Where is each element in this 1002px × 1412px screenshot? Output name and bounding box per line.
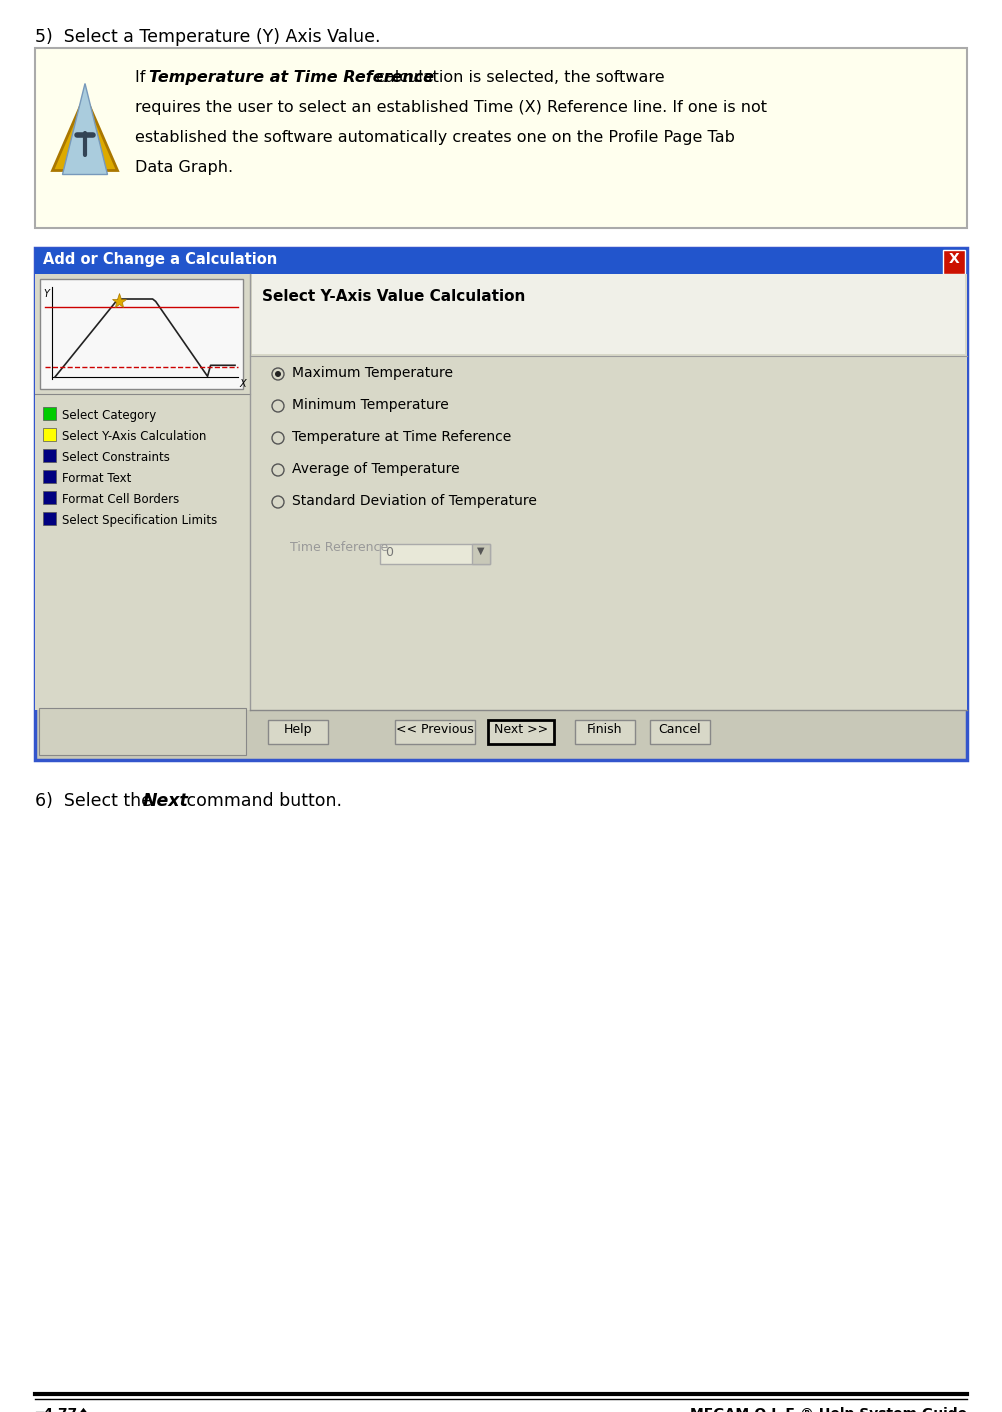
Bar [650,720,710,744]
Text: ╦4 77♦: ╦4 77♦ [35,1406,90,1412]
Circle shape [272,465,284,476]
Text: X: X [239,378,245,388]
Text: Time Reference: Time Reference [290,541,388,554]
Bar [943,250,965,274]
Text: Standard Deviation of Temperature: Standard Deviation of Temperature [292,494,537,508]
Bar [35,274,250,710]
Bar [250,274,967,710]
Text: Add or Change a Calculation: Add or Change a Calculation [43,251,278,267]
Text: Temperature at Time Reference: Temperature at Time Reference [292,431,511,443]
Text: 5)  Select a Temperature (Y) Axis Value.: 5) Select a Temperature (Y) Axis Value. [35,28,381,47]
Bar [43,428,56,441]
Text: Select Constraints: Select Constraints [62,450,170,465]
Circle shape [272,369,284,380]
Text: calculation is selected, the software: calculation is selected, the software [371,71,664,85]
Bar [43,491,56,504]
Text: << Previous: << Previous [396,723,474,736]
Text: If: If [135,71,150,85]
Bar [39,707,246,755]
Bar [43,449,56,462]
Bar [252,274,965,354]
Text: Finish: Finish [587,723,623,736]
Bar [40,280,243,388]
Circle shape [272,496,284,508]
Text: Next >>: Next >> [494,723,548,736]
Bar [35,249,967,760]
Bar [575,720,635,744]
Circle shape [272,432,284,443]
Polygon shape [62,83,107,175]
Text: Next: Next [143,792,188,810]
Text: requires the user to select an established Time (X) Reference line. If one is no: requires the user to select an establish… [135,100,767,114]
Text: Format Text: Format Text [62,472,131,484]
Text: Data Graph.: Data Graph. [135,160,233,175]
Text: Select Category: Select Category [62,409,156,422]
Text: Format Cell Borders: Format Cell Borders [62,493,179,505]
Text: Average of Temperature: Average of Temperature [292,462,460,476]
Bar [43,407,56,419]
Text: 6)  Select the: 6) Select the [35,792,157,810]
Text: Select Specification Limits: Select Specification Limits [62,514,217,527]
Circle shape [275,371,281,377]
Text: Select Y-Axis Calculation: Select Y-Axis Calculation [62,431,206,443]
Text: Select Y-Axis Value Calculation: Select Y-Axis Value Calculation [262,289,525,304]
Text: established the software automatically creates one on the Profile Page Tab: established the software automatically c… [135,130,734,145]
Bar [35,249,967,274]
Text: Minimum Temperature: Minimum Temperature [292,398,449,412]
Bar [395,720,475,744]
Bar [268,720,328,744]
Bar [43,470,56,483]
Text: 0: 0 [385,546,393,559]
Text: Cancel: Cancel [658,723,701,736]
Text: ▼: ▼ [477,546,485,556]
Text: MEGAM.O.L.E.® Help System Guide: MEGAM.O.L.E.® Help System Guide [689,1406,967,1412]
Text: Maximum Temperature: Maximum Temperature [292,366,453,380]
Text: Help: Help [284,723,313,736]
Text: command button.: command button. [181,792,342,810]
Bar [380,544,490,563]
Bar [43,513,56,525]
Circle shape [272,400,284,412]
Text: X: X [949,251,959,265]
Text: Temperature at Time Reference: Temperature at Time Reference [149,71,434,85]
Bar [35,48,967,227]
Text: Y: Y [43,289,49,299]
Bar [488,720,554,744]
Bar [472,544,490,563]
Polygon shape [52,96,117,171]
